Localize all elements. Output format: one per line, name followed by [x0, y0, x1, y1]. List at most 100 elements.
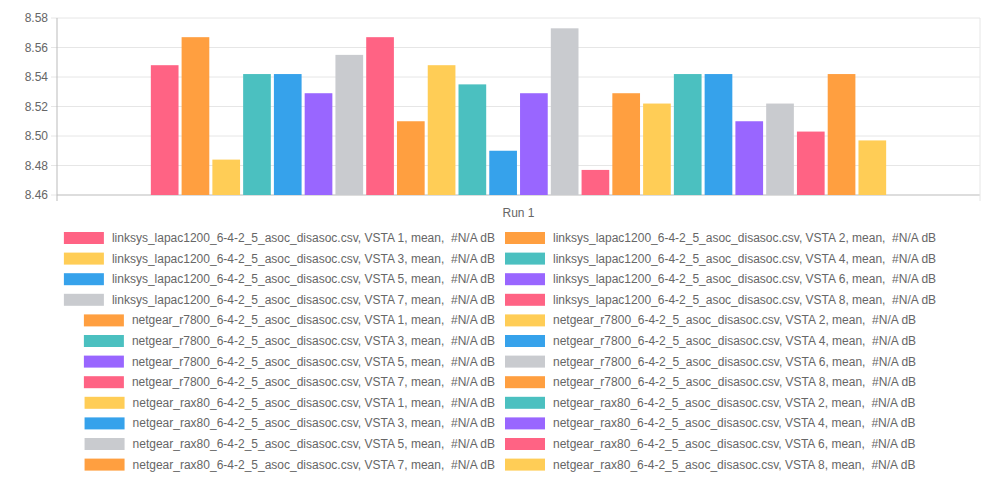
- legend-swatch: [505, 397, 545, 409]
- y-tick-label: 8.52: [25, 100, 49, 114]
- legend-item: linksys_lapac1200_6-4-2_5_asoc_disasoc.c…: [505, 293, 936, 307]
- legend-item: netgear_rax80_6-4-2_5_asoc_disasoc.csv, …: [505, 437, 915, 451]
- legend-item: netgear_rax80_6-4-2_5_asoc_disasoc.csv, …: [85, 458, 495, 472]
- bar: [612, 93, 640, 195]
- bar: [705, 74, 733, 195]
- bar: [520, 93, 548, 195]
- legend-label: linksys_lapac1200_6-4-2_5_asoc_disasoc.c…: [112, 252, 495, 266]
- legend-swatch: [84, 376, 124, 388]
- chart: 8.468.488.508.528.548.568.58Run 1linksys…: [0, 0, 1000, 500]
- y-tick-label: 8.50: [25, 129, 49, 143]
- legend-swatch: [64, 232, 104, 244]
- bar: [643, 104, 671, 195]
- legend-label: netgear_r7800_6-4-2_5_asoc_disasoc.csv, …: [553, 313, 916, 327]
- bar: [858, 140, 886, 195]
- legend-label: netgear_rax80_6-4-2_5_asoc_disasoc.csv, …: [133, 396, 495, 410]
- legend-label: netgear_r7800_6-4-2_5_asoc_disasoc.csv, …: [132, 355, 495, 369]
- legend-label: netgear_r7800_6-4-2_5_asoc_disasoc.csv, …: [132, 375, 495, 389]
- legend-item: linksys_lapac1200_6-4-2_5_asoc_disasoc.c…: [64, 252, 495, 266]
- x-tick-label: Run 1: [502, 206, 534, 220]
- bars: [151, 28, 886, 195]
- legend-swatch: [64, 253, 104, 265]
- grid-line: [57, 18, 980, 19]
- legend-swatch: [84, 356, 124, 368]
- y-tick-label: 8.48: [25, 159, 49, 173]
- legend-item: linksys_lapac1200_6-4-2_5_asoc_disasoc.c…: [64, 293, 495, 307]
- legend-swatch: [505, 294, 545, 306]
- legend-label: netgear_rax80_6-4-2_5_asoc_disasoc.csv, …: [133, 458, 495, 472]
- bar: [335, 55, 363, 195]
- legend-swatch: [505, 438, 545, 450]
- bar: [428, 65, 456, 195]
- bar: [582, 170, 610, 195]
- legend-swatch: [505, 314, 545, 326]
- legend-label: netgear_r7800_6-4-2_5_asoc_disasoc.csv, …: [132, 313, 495, 327]
- legend-label: netgear_rax80_6-4-2_5_asoc_disasoc.csv, …: [133, 437, 495, 451]
- bar: [151, 65, 179, 195]
- legend-item: netgear_rax80_6-4-2_5_asoc_disasoc.csv, …: [85, 437, 495, 451]
- legend-label: netgear_rax80_6-4-2_5_asoc_disasoc.csv, …: [133, 416, 495, 430]
- y-tick: [51, 195, 57, 196]
- legend-swatch: [505, 273, 545, 285]
- legend-item: netgear_rax80_6-4-2_5_asoc_disasoc.csv, …: [505, 416, 915, 430]
- bar: [459, 84, 487, 195]
- legend-label: linksys_lapac1200_6-4-2_5_asoc_disasoc.c…: [553, 252, 936, 266]
- legend-swatch: [85, 438, 125, 450]
- bar: [766, 104, 794, 195]
- legend-swatch: [505, 376, 545, 388]
- legend-item: linksys_lapac1200_6-4-2_5_asoc_disasoc.c…: [64, 272, 495, 286]
- legend-item: netgear_rax80_6-4-2_5_asoc_disasoc.csv, …: [85, 396, 495, 410]
- bar: [182, 37, 210, 195]
- y-tick-label: 8.46: [25, 188, 49, 202]
- legend-swatch: [505, 335, 545, 347]
- legend-label: netgear_r7800_6-4-2_5_asoc_disasoc.csv, …: [553, 334, 916, 348]
- legend-item: linksys_lapac1200_6-4-2_5_asoc_disasoc.c…: [505, 252, 936, 266]
- legend-swatch: [85, 397, 125, 409]
- bar: [551, 28, 579, 195]
- legend-swatch: [84, 335, 124, 347]
- legend-label: netgear_rax80_6-4-2_5_asoc_disasoc.csv, …: [553, 437, 915, 451]
- legend-label: netgear_r7800_6-4-2_5_asoc_disasoc.csv, …: [553, 355, 916, 369]
- legend-label: netgear_rax80_6-4-2_5_asoc_disasoc.csv, …: [553, 396, 915, 410]
- legend-label: netgear_r7800_6-4-2_5_asoc_disasoc.csv, …: [553, 375, 916, 389]
- bar: [243, 74, 271, 195]
- legend-label: netgear_rax80_6-4-2_5_asoc_disasoc.csv, …: [553, 416, 915, 430]
- y-tick: [51, 18, 57, 19]
- y-tick-label: 8.54: [25, 70, 49, 84]
- legend-item: netgear_r7800_6-4-2_5_asoc_disasoc.csv, …: [505, 313, 916, 327]
- plot-edge: [980, 18, 981, 201]
- legend-label: linksys_lapac1200_6-4-2_5_asoc_disasoc.c…: [553, 293, 936, 307]
- y-tick: [51, 77, 57, 78]
- legend-item: netgear_r7800_6-4-2_5_asoc_disasoc.csv, …: [84, 334, 495, 348]
- legend-item: netgear_r7800_6-4-2_5_asoc_disasoc.csv, …: [84, 313, 495, 327]
- bar: [797, 132, 825, 195]
- legend-swatch: [64, 294, 104, 306]
- bar: [212, 160, 240, 195]
- bar: [674, 74, 702, 195]
- y-tick: [51, 136, 57, 137]
- y-tick-label: 8.58: [25, 11, 49, 25]
- legend-label: linksys_lapac1200_6-4-2_5_asoc_disasoc.c…: [112, 272, 495, 286]
- legend-item: netgear_r7800_6-4-2_5_asoc_disasoc.csv, …: [505, 355, 916, 369]
- legend-label: linksys_lapac1200_6-4-2_5_asoc_disasoc.c…: [553, 231, 936, 245]
- legend-item: netgear_rax80_6-4-2_5_asoc_disasoc.csv, …: [85, 416, 495, 430]
- y-axis-line: [57, 18, 58, 201]
- legend-swatch: [84, 314, 124, 326]
- legend-item: netgear_r7800_6-4-2_5_asoc_disasoc.csv, …: [505, 375, 916, 389]
- bar: [397, 121, 425, 195]
- legend-swatch: [505, 459, 545, 471]
- legend-swatch: [505, 417, 545, 429]
- legend-item: netgear_r7800_6-4-2_5_asoc_disasoc.csv, …: [84, 375, 495, 389]
- legend-label: netgear_r7800_6-4-2_5_asoc_disasoc.csv, …: [132, 334, 495, 348]
- legend-swatch: [85, 417, 125, 429]
- legend-label: linksys_lapac1200_6-4-2_5_asoc_disasoc.c…: [112, 293, 495, 307]
- legend-item: netgear_r7800_6-4-2_5_asoc_disasoc.csv, …: [505, 334, 916, 348]
- bar: [274, 74, 302, 195]
- legend-label: netgear_rax80_6-4-2_5_asoc_disasoc.csv, …: [553, 458, 915, 472]
- legend-swatch: [85, 459, 125, 471]
- bar: [828, 74, 856, 195]
- legend-swatch: [505, 356, 545, 368]
- legend-swatch: [505, 253, 545, 265]
- bar: [305, 93, 333, 195]
- legend-swatch: [64, 273, 104, 285]
